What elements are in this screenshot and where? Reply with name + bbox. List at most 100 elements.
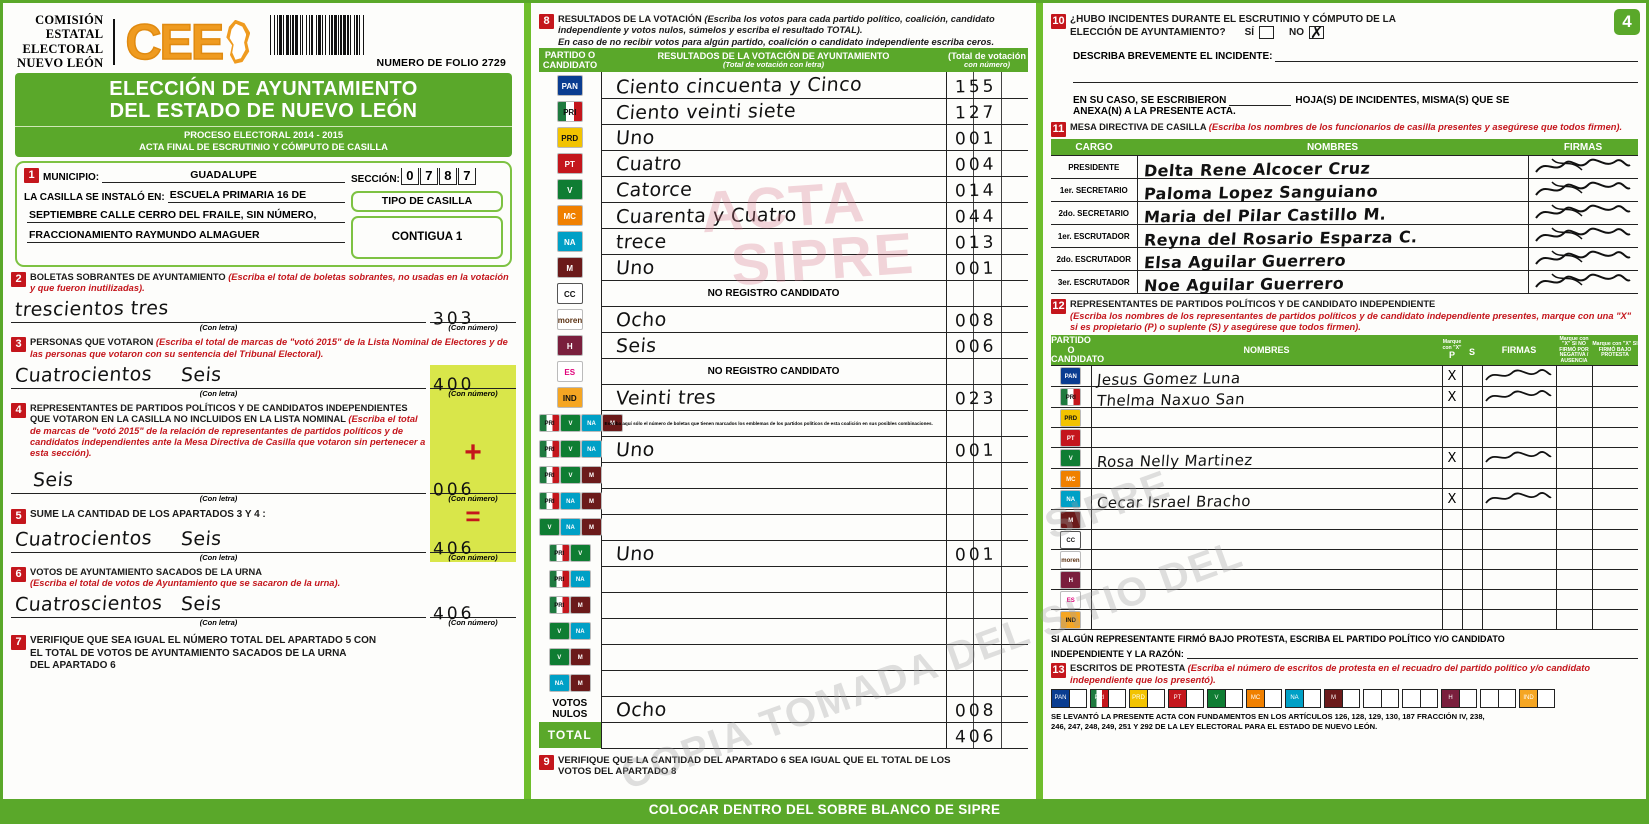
coalition-letter[interactable] — [601, 670, 947, 697]
rep-suplente[interactable] — [1461, 407, 1483, 429]
rep-suplente[interactable] — [1461, 447, 1483, 470]
section-3-number-field[interactable]: 400 (Con número) — [430, 365, 517, 399]
seccion-digit-3[interactable]: 8 — [438, 167, 457, 185]
rep-suplente[interactable] — [1461, 569, 1483, 591]
seccion-digit-2[interactable]: 7 — [419, 167, 438, 185]
results-row-letter[interactable]: trece — [601, 228, 947, 255]
coalition-number[interactable] — [945, 618, 1028, 645]
protest-count-input[interactable] — [1342, 690, 1359, 708]
rep-protesta[interactable] — [1591, 468, 1638, 490]
protest-count-input[interactable] — [1225, 690, 1242, 708]
no-checkbox[interactable] — [1309, 23, 1325, 43]
mesa-nombre[interactable]: Delta Rene Alcocer Cruz — [1136, 155, 1529, 181]
casilla-field-2[interactable]: SEPTIEMBRE CALLE CERRO DEL FRAILE, SIN N… — [27, 208, 345, 223]
rep-firma[interactable] — [1481, 529, 1557, 551]
coalition-letter[interactable] — [601, 566, 947, 593]
rep-suplente[interactable] — [1461, 365, 1483, 388]
rep-negativa[interactable] — [1555, 407, 1593, 429]
rep-propietario[interactable] — [1441, 407, 1463, 429]
protest-count-input[interactable] — [1498, 690, 1515, 708]
hojas-field[interactable] — [1229, 91, 1292, 107]
protest-box[interactable]: NA — [1285, 689, 1321, 709]
rep-protesta[interactable] — [1591, 447, 1638, 470]
results-row-letter[interactable]: Ciento veinti siete — [601, 98, 947, 125]
results-row-letter[interactable]: Ocho — [601, 306, 947, 333]
protest-box[interactable]: PRI — [1090, 689, 1126, 709]
rep-nombre[interactable] — [1090, 407, 1443, 429]
rep-firma[interactable] — [1481, 609, 1557, 631]
rep-nombre[interactable] — [1090, 468, 1443, 490]
coalition-number[interactable] — [945, 462, 1028, 489]
rep-protesta[interactable] — [1591, 365, 1638, 388]
rep-firma[interactable] — [1481, 569, 1557, 591]
rep-nombre[interactable]: Rosa Nelly Martinez — [1090, 447, 1443, 471]
protest-count-input[interactable] — [1147, 690, 1164, 708]
protest-box[interactable]: PRD — [1129, 689, 1165, 709]
rep-protesta[interactable] — [1591, 569, 1638, 591]
protest-box[interactable]: V — [1207, 689, 1243, 709]
results-row-letter[interactable]: Cuarenta y Cuatro — [601, 202, 947, 229]
protest-box[interactable]: IND — [1519, 689, 1555, 709]
rep-firma[interactable] — [1481, 407, 1557, 429]
results-row-number[interactable]: 127 — [945, 98, 1028, 125]
rep-nombre[interactable] — [1090, 549, 1443, 571]
results-row-number[interactable] — [945, 358, 1028, 385]
rep-propietario[interactable] — [1441, 589, 1463, 611]
mesa-nombre[interactable]: Noe Aguilar Guerrero — [1136, 270, 1529, 295]
coalition-letter[interactable] — [601, 618, 947, 645]
rep-firma[interactable] — [1481, 427, 1557, 449]
mesa-nombre[interactable]: Paloma Lopez Sanguiano — [1136, 178, 1529, 204]
rep-protesta[interactable] — [1591, 427, 1638, 449]
rep-protesta[interactable] — [1591, 509, 1638, 531]
results-row-letter[interactable]: Catorce — [601, 176, 947, 203]
protest-reason-field[interactable] — [1186, 644, 1638, 660]
rep-protesta[interactable] — [1591, 386, 1638, 409]
rep-firma[interactable] — [1481, 509, 1557, 531]
total-number[interactable]: 406 — [945, 722, 1028, 749]
rep-suplente[interactable] — [1461, 589, 1483, 611]
mesa-firma[interactable] — [1527, 247, 1638, 272]
results-row-letter[interactable]: Veinti tres — [601, 384, 947, 411]
results-row-number[interactable]: 155 — [945, 72, 1028, 99]
results-row-number[interactable]: 001 — [945, 254, 1028, 281]
rep-firma[interactable] — [1481, 468, 1557, 490]
rep-nombre[interactable] — [1090, 589, 1443, 611]
section-6-letter-field[interactable]: Cuatroscientos Seis — [11, 590, 426, 619]
mesa-firma[interactable] — [1527, 224, 1638, 249]
coalition-number[interactable] — [945, 566, 1028, 593]
results-row-letter[interactable]: Ciento cincuenta y Cinco — [601, 72, 947, 99]
votos-nulos-number[interactable]: 008 — [945, 696, 1028, 723]
results-row-number[interactable]: 014 — [945, 176, 1028, 203]
protest-count-input[interactable] — [1264, 690, 1281, 708]
coalition-number[interactable] — [945, 488, 1028, 515]
coalition-number[interactable] — [945, 592, 1028, 619]
results-row-letter[interactable]: Cuatro — [601, 150, 947, 177]
rep-firma[interactable] — [1481, 488, 1557, 511]
protest-count-input[interactable] — [1303, 690, 1320, 708]
municipio-field[interactable]: GUADALUPE — [102, 168, 345, 183]
rep-propietario[interactable] — [1441, 529, 1463, 551]
results-row-letter[interactable]: Uno — [601, 254, 947, 281]
rep-negativa[interactable] — [1555, 447, 1593, 470]
coalition-letter[interactable] — [601, 514, 947, 541]
section-5-letter-field[interactable]: Cuatrocientos Seis — [11, 525, 426, 553]
rep-firma[interactable] — [1481, 549, 1557, 571]
protest-count-input[interactable] — [1186, 690, 1203, 708]
rep-suplente[interactable] — [1461, 386, 1483, 409]
rep-nombre[interactable] — [1090, 509, 1443, 531]
protest-box[interactable]: CC — [1363, 689, 1399, 709]
results-row-letter[interactable]: Seis — [601, 332, 947, 359]
rep-negativa[interactable] — [1555, 427, 1593, 449]
rep-negativa[interactable] — [1555, 488, 1593, 511]
section-5-number-field[interactable]: = 406 (Con número) — [430, 502, 517, 562]
rep-suplente[interactable] — [1461, 529, 1483, 551]
rep-protesta[interactable] — [1591, 488, 1638, 511]
protest-box[interactable]: ES — [1480, 689, 1516, 709]
rep-propietario[interactable] — [1441, 549, 1463, 571]
coalition-letter[interactable] — [601, 644, 947, 671]
rep-firma[interactable] — [1481, 365, 1557, 388]
protest-box[interactable]: PAN — [1051, 689, 1087, 709]
mesa-nombre[interactable]: Elsa Aguilar Guerrero — [1136, 247, 1529, 272]
coalition-number[interactable] — [945, 410, 1028, 437]
coalition-letter[interactable] — [601, 462, 947, 489]
